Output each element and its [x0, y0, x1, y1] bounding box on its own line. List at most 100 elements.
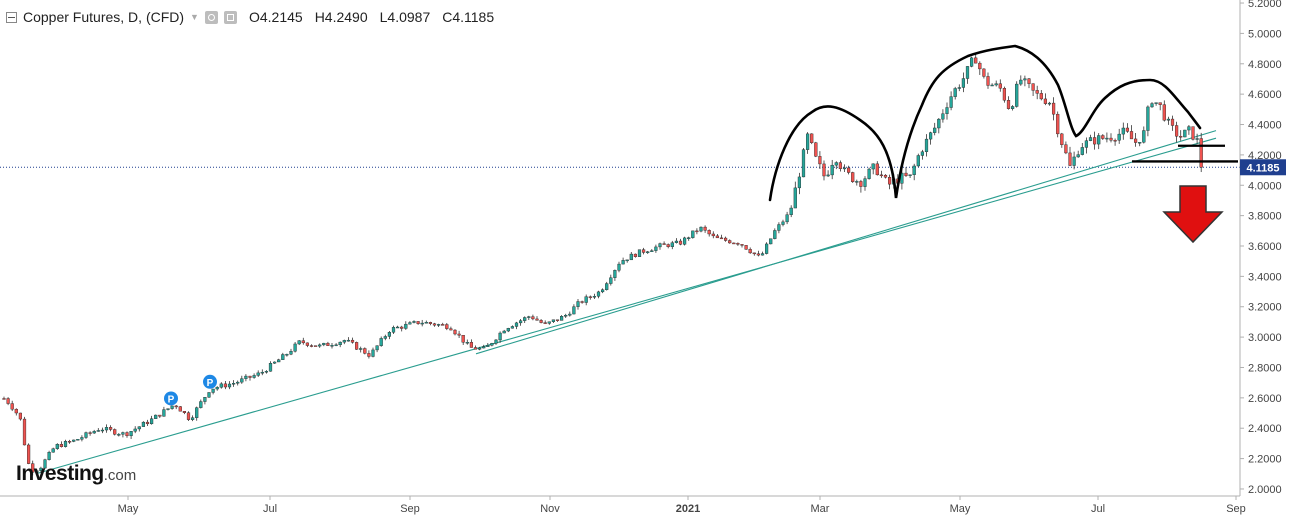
- y-tick-label: 4.8000: [1248, 59, 1282, 71]
- candle-body: [1133, 138, 1138, 143]
- candle-body: [732, 242, 736, 245]
- candle-body: [6, 398, 10, 404]
- visibility-icon[interactable]: [223, 10, 237, 24]
- candle-body: [379, 338, 383, 346]
- candle-body: [207, 392, 211, 398]
- candle-body: [391, 327, 396, 333]
- candle-body: [408, 322, 412, 325]
- candle-body: [1088, 137, 1093, 141]
- candle-body: [773, 230, 777, 239]
- candle-body: [236, 381, 240, 384]
- candle-body: [10, 403, 14, 410]
- candle-body: [658, 243, 662, 248]
- y-tick-label: 3.0000: [1248, 332, 1282, 344]
- trendline-lower: [35, 137, 1217, 475]
- candle-body: [752, 252, 756, 255]
- candle-body: [137, 426, 141, 430]
- candle-body: [363, 348, 367, 354]
- candle-body: [338, 341, 342, 346]
- candle-body: [76, 439, 80, 441]
- candle-body: [502, 330, 506, 334]
- candle-body: [100, 429, 104, 432]
- candle-body: [1187, 126, 1191, 131]
- candle-body: [875, 163, 879, 176]
- candle-body: [1125, 127, 1129, 132]
- candle-body: [986, 76, 990, 86]
- candle-body: [113, 429, 117, 435]
- x-tick-label: Mar: [811, 503, 830, 515]
- candle-body: [719, 237, 724, 240]
- candle-body: [683, 237, 687, 245]
- open-value: O4.2145: [248, 9, 303, 25]
- candle-body: [806, 133, 810, 150]
- candle-body: [149, 418, 154, 425]
- candle-body: [1166, 118, 1170, 121]
- dropdown-caret-icon[interactable]: ▼: [190, 12, 199, 22]
- candle-body: [879, 174, 883, 177]
- collapse-icon[interactable]: [6, 11, 17, 23]
- candle-body: [96, 430, 100, 432]
- candle-body: [1060, 133, 1064, 145]
- candle-body: [920, 151, 924, 156]
- y-tick-label: 3.6000: [1248, 241, 1282, 253]
- candle-body: [760, 253, 765, 256]
- event-marker-icon: [203, 374, 217, 389]
- candle-body: [970, 57, 974, 67]
- candle-body: [67, 441, 72, 443]
- candle-body: [1039, 93, 1043, 100]
- x-tick-label: Jul: [263, 503, 277, 515]
- candle-body: [957, 87, 961, 89]
- candle-body: [256, 372, 260, 376]
- candle-body: [691, 230, 695, 238]
- candle-body: [133, 428, 137, 432]
- candle-body: [412, 321, 416, 323]
- candle-body: [141, 421, 145, 427]
- candle-body: [994, 83, 998, 86]
- candle-body: [785, 214, 789, 223]
- candle-body: [47, 452, 51, 460]
- candle-body: [80, 437, 84, 440]
- candle-body: [162, 409, 166, 417]
- candle-body: [1015, 83, 1019, 107]
- candle-body: [699, 226, 703, 232]
- candle-body: [662, 243, 666, 245]
- event-marker-icon: [164, 391, 178, 406]
- candle-body: [367, 353, 371, 357]
- settings-icon[interactable]: [204, 10, 218, 24]
- candle-body: [888, 177, 892, 185]
- candle-body: [289, 351, 293, 355]
- candle-body: [383, 336, 387, 339]
- candle-body: [1068, 152, 1072, 166]
- candle-body: [268, 363, 273, 372]
- candle-body: [777, 224, 781, 231]
- candle-body: [248, 375, 252, 378]
- y-tick-label: 4.2000: [1248, 150, 1282, 162]
- candle-body: [1158, 102, 1162, 105]
- candle-body: [43, 459, 47, 469]
- candle-body: [1113, 139, 1117, 142]
- candle-body: [490, 343, 494, 346]
- candle-body: [1117, 133, 1121, 141]
- close-value: C4.1185: [442, 9, 495, 25]
- candle-body: [1072, 156, 1076, 166]
- candle-body: [88, 432, 92, 434]
- candle-body: [355, 342, 359, 350]
- candle-body: [724, 237, 728, 241]
- candle-body: [55, 444, 59, 449]
- candle-body: [810, 133, 814, 143]
- trendline-upper: [475, 130, 1217, 355]
- candle-body: [182, 411, 186, 413]
- candle-body: [1027, 78, 1031, 84]
- candle-body: [1154, 102, 1158, 104]
- y-tick-label: 2.6000: [1248, 393, 1282, 405]
- candle-body: [252, 375, 256, 378]
- candle-body: [715, 235, 719, 239]
- candle-body: [666, 244, 670, 247]
- candle-body: [965, 66, 970, 79]
- candle-body: [31, 463, 35, 473]
- candle-body: [551, 319, 555, 322]
- candle-body: [39, 467, 43, 471]
- candle-body: [863, 178, 867, 187]
- ohlc-readout: O4.2145 H4.2490 L4.0987 C4.1185: [249, 9, 494, 25]
